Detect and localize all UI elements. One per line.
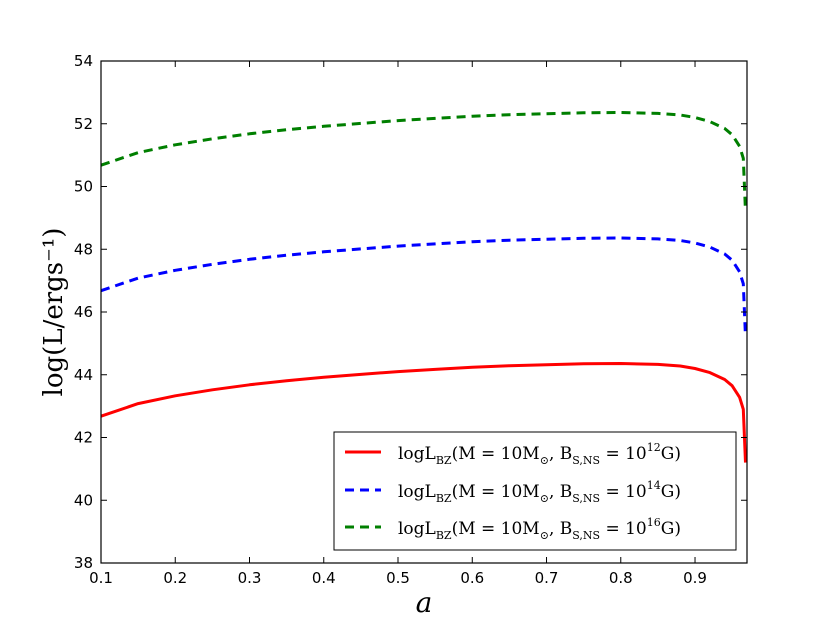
legend-label-2-sub2: S,NS bbox=[572, 492, 600, 505]
legend-label-series-1: logLBZ(M = 10M⊙, BS,NS = 1012G) bbox=[398, 441, 681, 467]
x-tick-label-3: 0.4 bbox=[312, 569, 336, 587]
legend-label-3-sup: 16 bbox=[647, 516, 661, 529]
legend-label-3-sub1: BZ bbox=[436, 529, 452, 542]
legend-label-series-2: logLBZ(M = 10M⊙, BS,NS = 1014G) bbox=[398, 479, 681, 505]
tick-layer: 0.1 0.2 0.3 0.4 0.5 0.6 0.7 0.8 0.9 38 40 42 44 46 48 5… bbox=[74, 52, 747, 587]
y-tick-label-7: 52 bbox=[74, 115, 93, 133]
legend-label-2-mid: (M = 10M bbox=[452, 482, 540, 502]
legend-label-3-main: logL bbox=[398, 519, 436, 539]
y-tick-label-5: 48 bbox=[74, 240, 93, 258]
legend: logLBZ(M = 10M⊙, BS,NS = 1012G) logLBZ(M… bbox=[333, 431, 737, 551]
y-tick-label-4: 46 bbox=[74, 303, 93, 321]
legend-box bbox=[333, 431, 737, 551]
legend-label-1-main: logL bbox=[398, 444, 436, 464]
legend-label-1-sup: 12 bbox=[647, 441, 661, 454]
legend-label-series-3: logLBZ(M = 10M⊙, BS,NS = 1016G) bbox=[398, 516, 681, 542]
y-tick-label-1: 40 bbox=[74, 491, 93, 509]
series-line-1 bbox=[100, 362, 747, 463]
y-tick-label-8: 54 bbox=[74, 52, 93, 70]
x-axis-title: a bbox=[416, 586, 433, 619]
legend-label-3-tail: G) bbox=[661, 519, 681, 539]
y-axis-title: log(L/ergs⁻¹) bbox=[39, 228, 69, 397]
x-tick-label-8: 0.9 bbox=[683, 569, 707, 587]
plot-frame bbox=[100, 60, 748, 564]
legend-label-2-tail: G) bbox=[661, 482, 681, 502]
x-tick-label-2: 0.3 bbox=[238, 569, 262, 587]
legend-label-1-mid: (M = 10M bbox=[452, 444, 540, 464]
y-tick-label-3: 44 bbox=[74, 366, 93, 384]
legend-label-1-mid2: , B bbox=[549, 444, 572, 464]
y-tick-label-0: 38 bbox=[74, 554, 93, 572]
x-tick-label-7: 0.8 bbox=[609, 569, 633, 587]
legend-label-2-sup: 14 bbox=[647, 479, 661, 492]
legend-label-3-sub2: S,NS bbox=[572, 529, 600, 542]
legend-label-1-sub2: S,NS bbox=[572, 454, 600, 467]
x-tick-label-5: 0.6 bbox=[460, 569, 484, 587]
legend-label-2-mid3: = 10 bbox=[600, 482, 647, 502]
x-tick-label-4: 0.5 bbox=[386, 569, 410, 587]
legend-label-2-odot: ⊙ bbox=[540, 492, 549, 505]
series-line-2 bbox=[100, 236, 747, 338]
y-tick-label-2: 42 bbox=[74, 429, 93, 447]
legend-label-3-odot: ⊙ bbox=[540, 529, 549, 542]
series-line-3 bbox=[100, 111, 747, 212]
x-tick-label-0: 0.1 bbox=[89, 569, 113, 587]
legend-label-2-main: logL bbox=[398, 482, 436, 502]
legend-label-3-mid2: , B bbox=[549, 519, 572, 539]
series-layer bbox=[100, 111, 747, 463]
legend-label-1-sub1: BZ bbox=[436, 454, 452, 467]
legend-label-1-odot: ⊙ bbox=[540, 454, 549, 467]
legend-label-1-tail: G) bbox=[661, 444, 681, 464]
y-tick-label-6: 50 bbox=[74, 178, 93, 196]
legend-label-1-mid3: = 10 bbox=[600, 444, 647, 464]
x-tick-label-6: 0.7 bbox=[535, 569, 559, 587]
legend-label-3-mid3: = 10 bbox=[600, 519, 647, 539]
legend-label-2-mid2: , B bbox=[549, 482, 572, 502]
legend-label-2-sub1: BZ bbox=[436, 492, 452, 505]
x-tick-label-1: 0.2 bbox=[163, 569, 187, 587]
legend-label-3-mid: (M = 10M bbox=[452, 519, 540, 539]
